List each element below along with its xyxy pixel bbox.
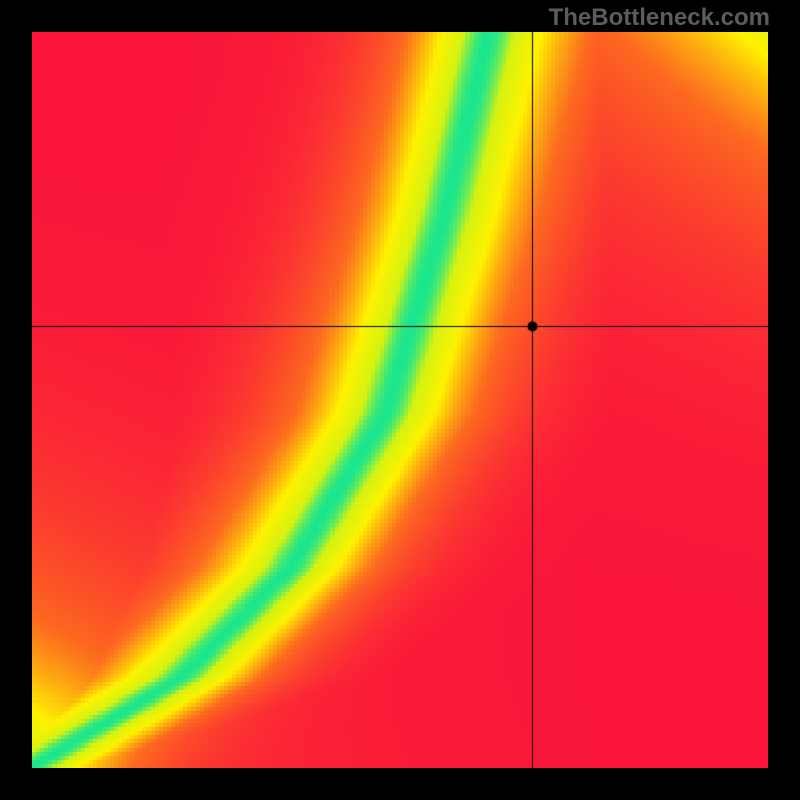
chart-container: TheBottleneck.com (0, 0, 800, 800)
bottleneck-heatmap (0, 0, 800, 800)
watermark-text: TheBottleneck.com (549, 4, 770, 32)
